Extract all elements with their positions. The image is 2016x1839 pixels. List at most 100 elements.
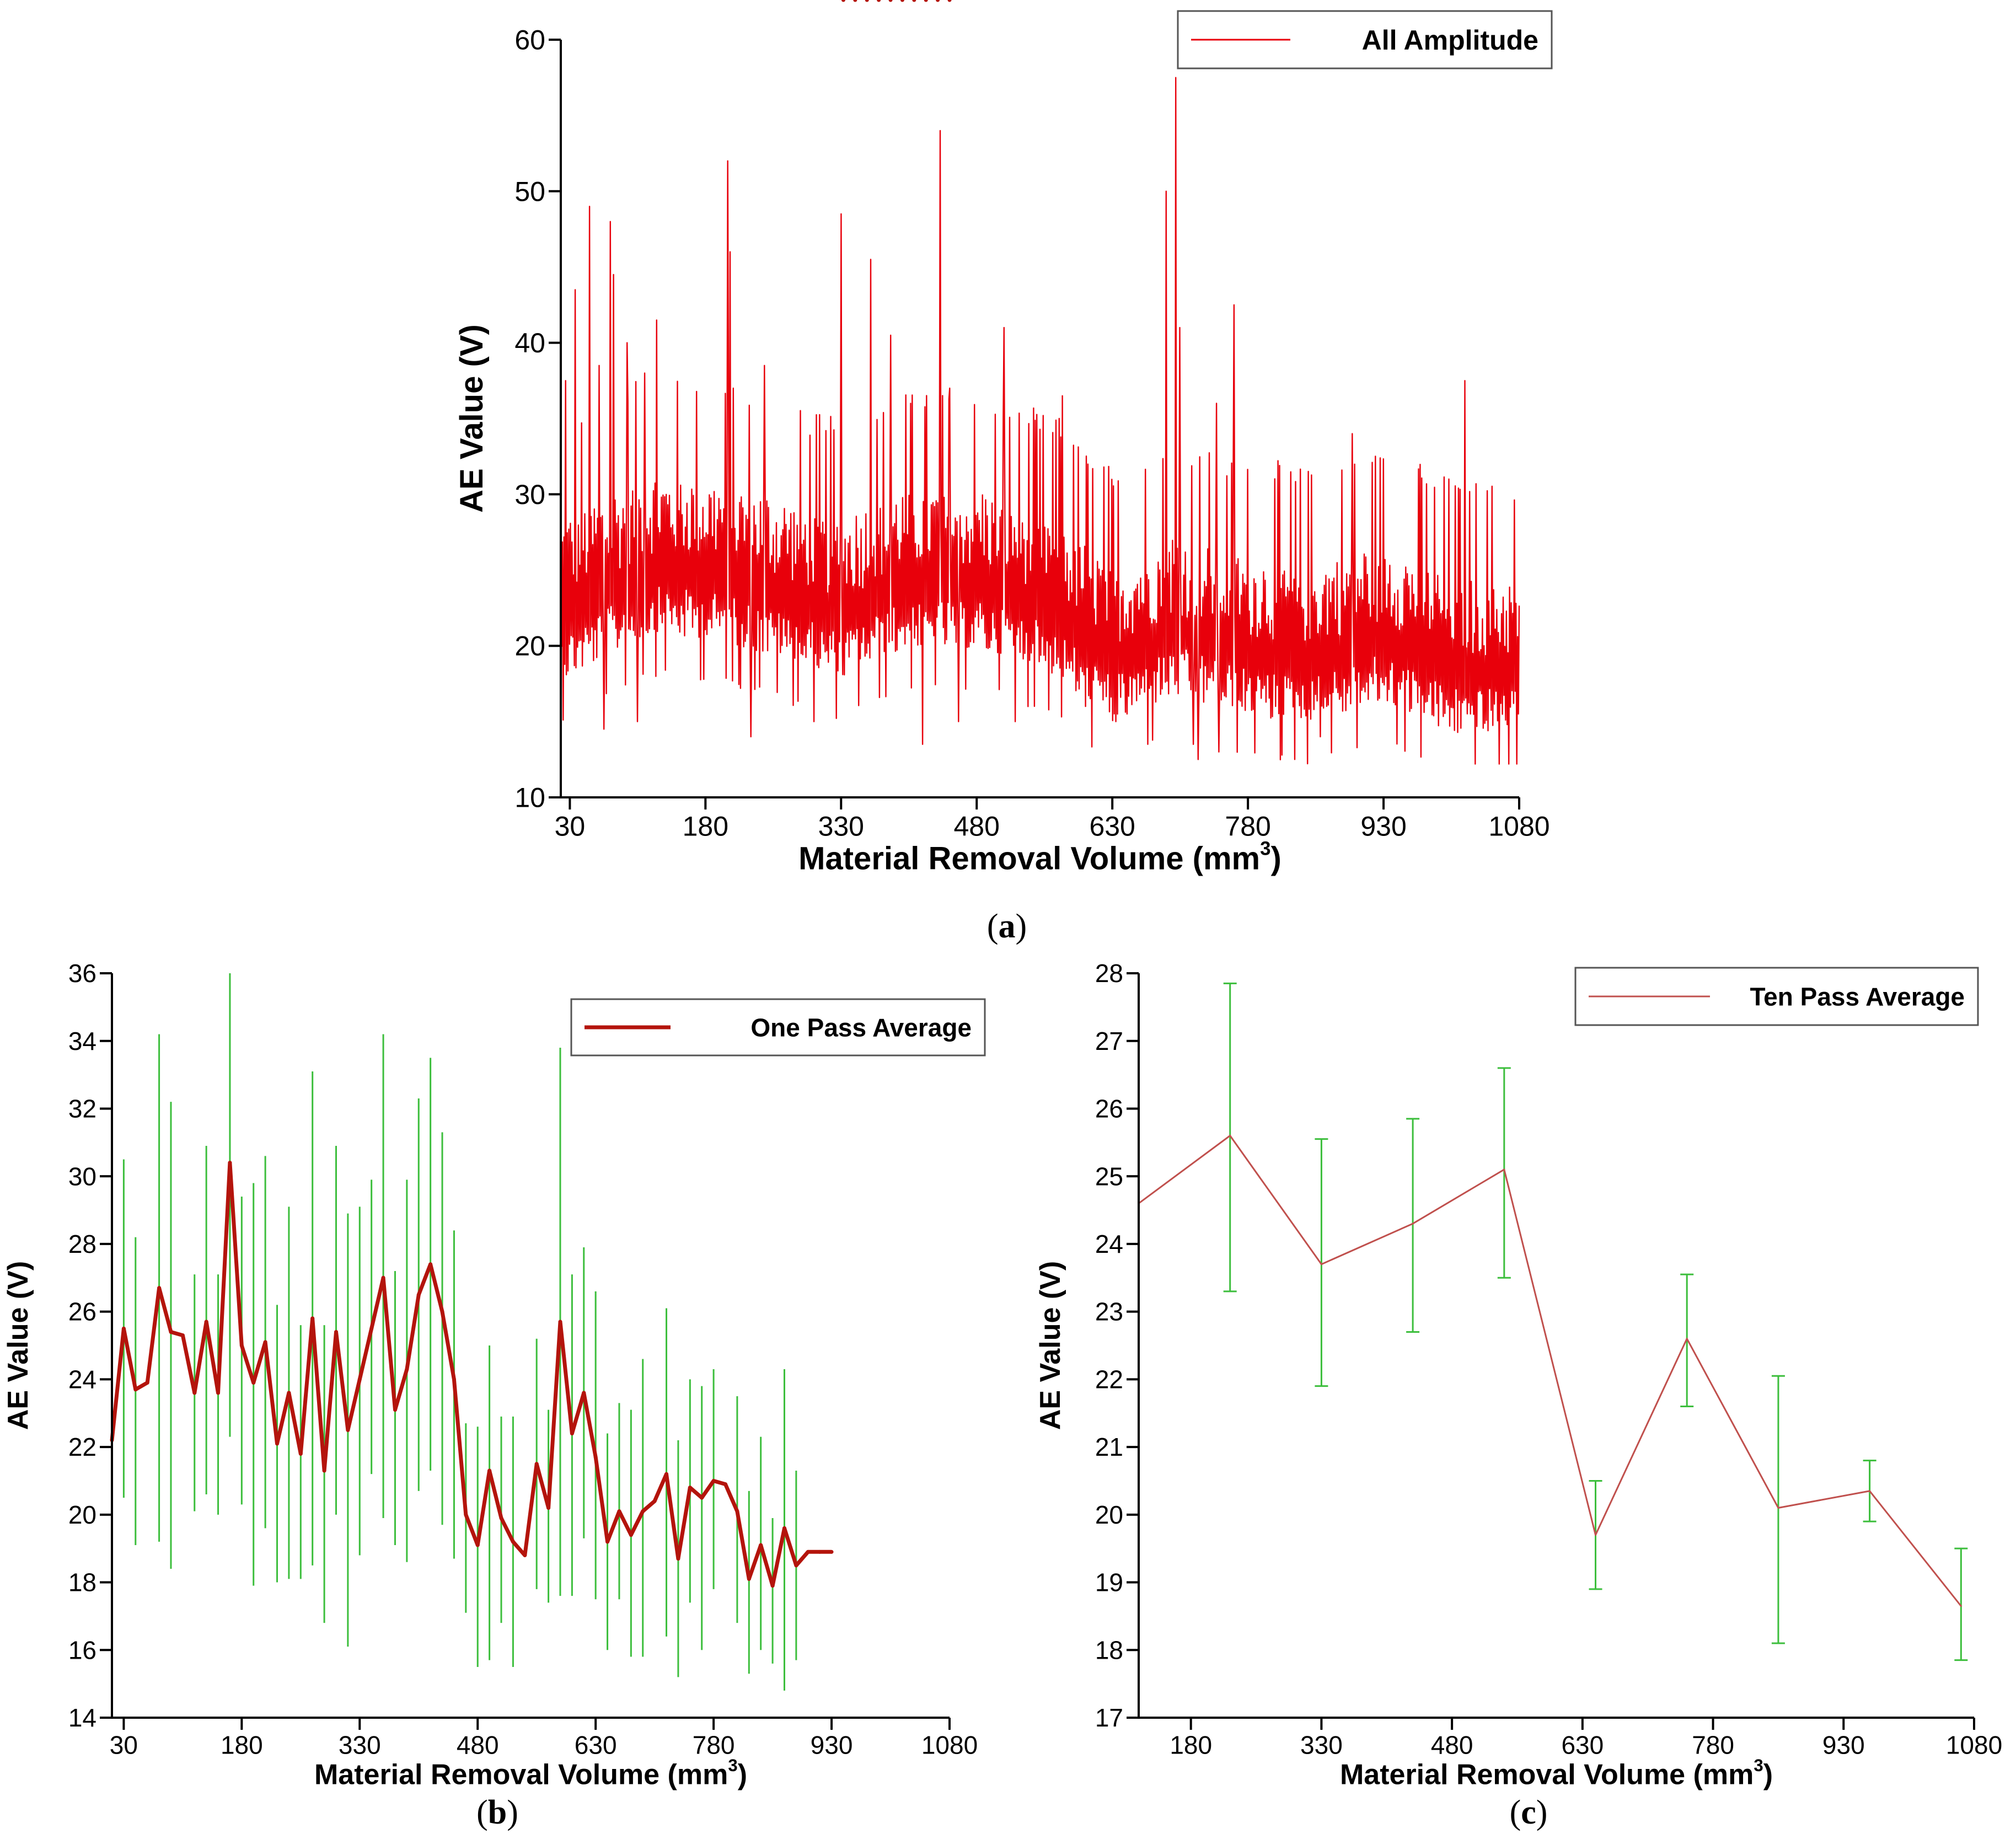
y-tick-label: 26 — [68, 1298, 96, 1326]
y-tick-label: 21 — [1095, 1433, 1123, 1461]
x-axis-title-superscript: 3 — [728, 1756, 737, 1775]
series-one-pass-average-point — [452, 1377, 456, 1381]
series-one-pass-average-point — [558, 1320, 562, 1324]
x-tick-label: 330 — [339, 1731, 381, 1760]
x-tick-label: 1080 — [1946, 1731, 2002, 1760]
series-one-pass-average-point — [912, 0, 916, 2]
y-tick-label: 14 — [68, 1703, 96, 1732]
x-axis-title-close: ) — [738, 1758, 747, 1790]
legend-label: One Pass Average — [750, 1014, 972, 1042]
y-tick-label: 16 — [68, 1636, 96, 1664]
series-one-pass-average-point — [794, 1563, 798, 1568]
y-tick-label: 26 — [1095, 1095, 1123, 1123]
series-one-pass-average-point — [853, 0, 857, 2]
series-one-pass-average-point — [936, 0, 940, 2]
x-tick-label: 1080 — [1488, 811, 1549, 842]
series-one-pass-average-point — [228, 1161, 232, 1165]
y-tick-label: 20 — [1095, 1500, 1123, 1529]
y-tick-label: 24 — [68, 1365, 96, 1393]
series-one-pass-average-point — [818, 1550, 822, 1554]
series-one-pass-average-point — [711, 1478, 716, 1483]
series-one-pass-average-point — [877, 0, 881, 2]
x-axis-title-superscript: 3 — [1260, 838, 1270, 859]
y-tick-label: 40 — [514, 328, 545, 358]
y-tick-label: 18 — [68, 1568, 96, 1597]
series-one-pass-average-point — [947, 0, 952, 2]
series-one-pass-average-point — [369, 1326, 374, 1331]
chart-panel-c: 17 18 19 20 21 22 23 24 25 26 27 28 180 330 480 630 780 9… — [1034, 959, 2002, 1790]
series-one-pass-average-point — [405, 1367, 409, 1371]
x-tick-label: 30 — [555, 811, 586, 842]
x-tick-label: 930 — [811, 1731, 853, 1760]
legend-label: Ten Pass Average — [1750, 983, 1965, 1011]
series-one-pass-average-point — [499, 1516, 503, 1520]
x-axis-title-close: ) — [1270, 840, 1281, 876]
series-ten-pass-average-point — [1777, 1507, 1779, 1509]
series-one-pass-average-point — [393, 1408, 397, 1412]
y-tick-label: 28 — [68, 1230, 96, 1258]
y-tick-label: 19 — [1095, 1568, 1123, 1597]
caption-b: (b) — [476, 1794, 518, 1831]
x-axis-title: Material Removal Volume (mm3) — [798, 838, 1282, 876]
series-one-pass-average-point — [428, 1262, 433, 1267]
caption-a: (a) — [987, 908, 1027, 945]
caption-c: (c) — [1510, 1794, 1548, 1831]
series-one-pass-average-point — [700, 1495, 704, 1500]
series-one-pass-average-point — [287, 1391, 291, 1395]
series-one-pass-average-point — [263, 1340, 267, 1344]
series-one-pass-average-point — [440, 1310, 444, 1314]
y-axis-title: AE Value (V) — [454, 324, 490, 513]
series-one-pass-average-point — [570, 1431, 574, 1436]
y-tick-label: 36 — [68, 959, 96, 988]
x-tick-label: 630 — [1561, 1731, 1604, 1760]
x-axis-title-text: Material Removal Volume (mm — [1340, 1758, 1754, 1790]
x-tick-label: 930 — [1360, 811, 1406, 842]
series-one-pass-average-point — [664, 1472, 669, 1476]
x-tick-label: 1080 — [921, 1731, 978, 1760]
series-ten-pass-average-point — [1503, 1168, 1505, 1171]
series-one-pass-average-point — [157, 1286, 162, 1290]
series-ten-pass-average-point — [1686, 1338, 1688, 1340]
y-axis-title: AE Value (V) — [2, 1261, 34, 1430]
series-one-pass-average-point — [782, 1526, 786, 1530]
series-one-pass-average-point — [546, 1506, 551, 1510]
x-tick-label: 480 — [1431, 1731, 1473, 1760]
series-one-pass-average-point — [629, 1533, 633, 1537]
series-one-pass-average-point — [121, 1326, 126, 1331]
series-one-pass-average-point — [652, 1499, 657, 1503]
y-tick-label: 27 — [1095, 1027, 1123, 1055]
x-tick-label: 30 — [110, 1731, 138, 1760]
y-tick-label: 28 — [1095, 959, 1123, 988]
series-one-pass-average-point — [900, 0, 904, 2]
series-one-pass-average-point — [251, 1381, 256, 1385]
series-one-pass-average-point — [605, 1540, 610, 1544]
x-axis-title-close: ) — [1763, 1758, 1773, 1790]
series-one-pass-average-point — [310, 1316, 315, 1321]
y-tick-label: 10 — [514, 782, 545, 813]
series-one-pass-average-point — [723, 1482, 728, 1487]
x-tick-label: 930 — [1822, 1731, 1865, 1760]
series-one-pass-average-point — [334, 1329, 338, 1334]
series-one-pass-average-point — [865, 0, 869, 2]
series-one-pass-average-point — [416, 1293, 421, 1297]
y-tick-label: 22 — [68, 1433, 96, 1461]
x-tick-label: 630 — [1089, 811, 1135, 842]
x-tick-label: 480 — [457, 1731, 499, 1760]
series-one-pass-average-point — [676, 1557, 680, 1561]
y-tick-label: 20 — [68, 1500, 96, 1529]
series-one-pass-average-point — [239, 1343, 244, 1348]
y-tick-label: 32 — [68, 1095, 96, 1123]
series-one-pass-average-point — [192, 1391, 197, 1395]
series-one-pass-average-point — [204, 1320, 208, 1324]
series-ten-pass-average-point — [1412, 1223, 1414, 1225]
y-axis-title: AE Value (V) — [1034, 1261, 1066, 1430]
series-one-pass-average-point — [322, 1468, 326, 1473]
y-tick-label: 25 — [1095, 1162, 1123, 1191]
x-tick-label: 780 — [1692, 1731, 1734, 1760]
series-one-pass-average-point — [523, 1553, 527, 1557]
y-tick-label: 30 — [68, 1162, 96, 1191]
series-ten-pass-average-point — [1960, 1605, 1962, 1607]
x-axis-title-text: Material Removal Volume (mm — [314, 1758, 728, 1790]
